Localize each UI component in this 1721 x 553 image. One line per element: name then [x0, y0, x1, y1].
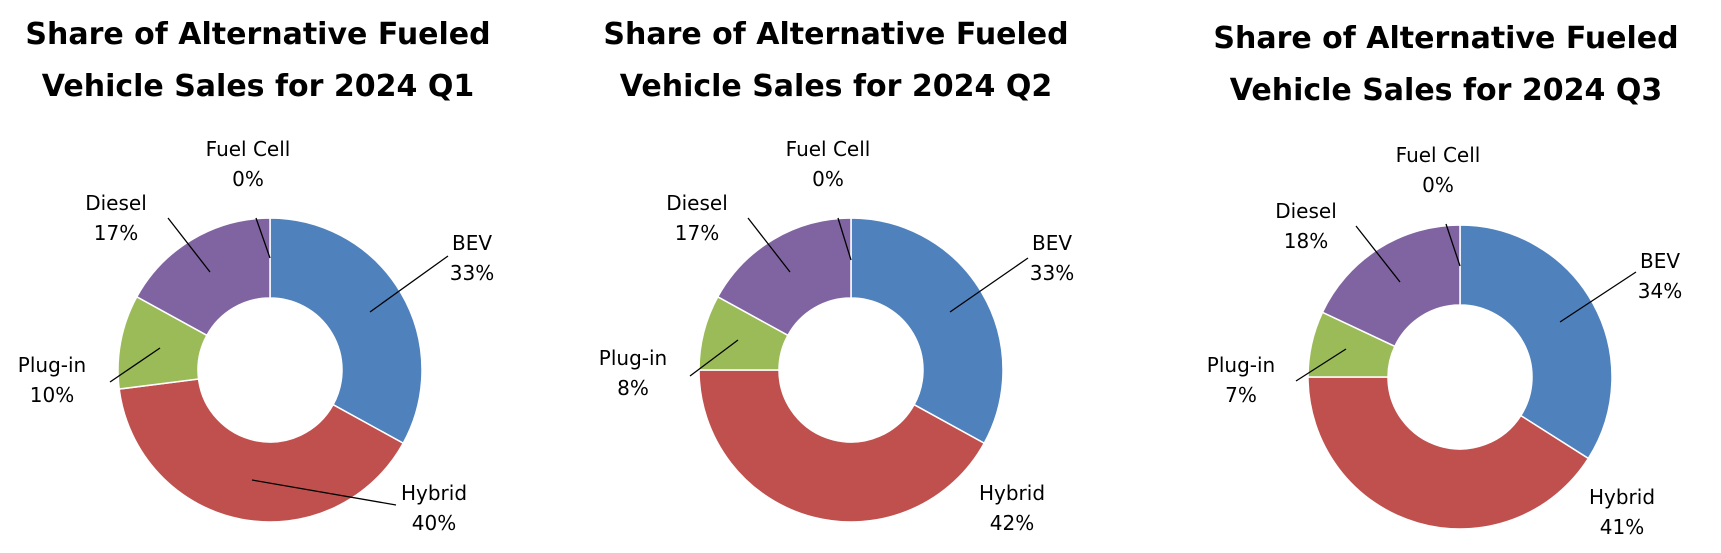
- chart-2-label-diesel: Diesel: [666, 191, 728, 215]
- chart-3-title-line-2: Vehicle Sales for 2024 Q3: [1230, 73, 1662, 108]
- chart-2-value-plug-in: 8%: [617, 376, 649, 400]
- donut-chart-1: Share of Alternative Fueled Vehicle Sales…: [18, 17, 494, 535]
- chart-3-value-diesel: 18%: [1284, 229, 1328, 253]
- chart-3-label-hybrid: Hybrid: [1589, 485, 1655, 509]
- chart-3-label-fuel-cell: Fuel Cell: [1396, 143, 1481, 167]
- chart-2-slice-diesel: [716, 217, 852, 337]
- chart-3-label-bev: BEV: [1640, 249, 1680, 273]
- chart-1-value-bev: 33%: [450, 261, 494, 285]
- chart-2-slice-hybrid: [698, 369, 986, 523]
- chart-2-value-fuel-cell: 0%: [812, 167, 844, 191]
- chart-1-label-fuel-cell: Fuel Cell: [206, 137, 291, 161]
- chart-1-value-plug-in: 10%: [30, 383, 74, 407]
- donut-chart-3: Share of Alternative Fueled Vehicle Sales…: [1207, 21, 1682, 539]
- chart-3-value-hybrid: 41%: [1600, 515, 1644, 539]
- chart-3-title-line-1: Share of Alternative Fueled: [1213, 21, 1678, 56]
- chart-2-label-hybrid: Hybrid: [979, 481, 1045, 505]
- chart-3-leader-plug-in: [1295, 348, 1347, 382]
- chart-1-leader-fuel-cell: [255, 217, 271, 259]
- chart-2-value-bev: 33%: [1030, 261, 1074, 285]
- chart-1-leader-diesel: [167, 217, 211, 273]
- chart-2-leader-diesel: [747, 217, 791, 273]
- chart-1-leader-plug-in: [109, 347, 161, 383]
- chart-3-leader-fuel-cell: [1445, 223, 1461, 267]
- chart-1-title-line-1: Share of Alternative Fueled: [25, 17, 490, 52]
- chart-3-label-diesel: Diesel: [1275, 199, 1337, 223]
- chart-2-leader-bev: [949, 257, 1029, 313]
- chart-2-label-plug-in: Plug-in: [599, 346, 667, 370]
- chart-1-value-diesel: 17%: [94, 221, 138, 245]
- chart-1-leader-hybrid: [251, 479, 397, 506]
- chart-3-label-plug-in: Plug-in: [1207, 353, 1275, 377]
- chart-3-leader-bev: [1559, 271, 1637, 323]
- chart-1-value-fuel-cell: 0%: [232, 167, 264, 191]
- chart-3-value-bev: 34%: [1638, 279, 1682, 303]
- chart-1-label-plug-in: Plug-in: [18, 353, 86, 377]
- chart-3-slice-diesel: [1321, 224, 1461, 348]
- chart-3-slice-bev: [1459, 224, 1613, 460]
- chart-3-value-plug-in: 7%: [1225, 383, 1257, 407]
- chart-2-slice-bev: [850, 217, 1004, 445]
- chart-2-value-diesel: 17%: [675, 221, 719, 245]
- chart-1-label-bev: BEV: [452, 231, 492, 255]
- chart-2-label-bev: BEV: [1032, 231, 1072, 255]
- chart-1-slice-bev: [269, 217, 423, 445]
- chart-1-leader-bev: [369, 255, 449, 313]
- chart-1-title-line-2: Vehicle Sales for 2024 Q1: [42, 69, 474, 104]
- chart-3-leader-diesel: [1355, 225, 1401, 283]
- chart-2-leader-fuel-cell: [837, 217, 852, 261]
- chart-1-label-diesel: Diesel: [85, 191, 147, 215]
- donut-chart-2: Share of Alternative Fueled Vehicle Sales…: [599, 17, 1074, 535]
- chart-3-value-fuel-cell: 0%: [1422, 173, 1454, 197]
- chart-3-slice-hybrid: [1307, 376, 1590, 530]
- chart-1-slice-diesel: [135, 217, 271, 337]
- chart-1-slice-hybrid: [118, 378, 405, 523]
- chart-2-leader-plug-in: [689, 339, 739, 377]
- chart-1-value-hybrid: 40%: [412, 511, 456, 535]
- chart-2-title-line-1: Share of Alternative Fueled: [603, 17, 1068, 52]
- chart-2-label-fuel-cell: Fuel Cell: [786, 137, 871, 161]
- chart-2-title-line-2: Vehicle Sales for 2024 Q2: [620, 69, 1052, 104]
- chart-2-value-hybrid: 42%: [990, 511, 1034, 535]
- chart-1-label-hybrid: Hybrid: [401, 481, 467, 505]
